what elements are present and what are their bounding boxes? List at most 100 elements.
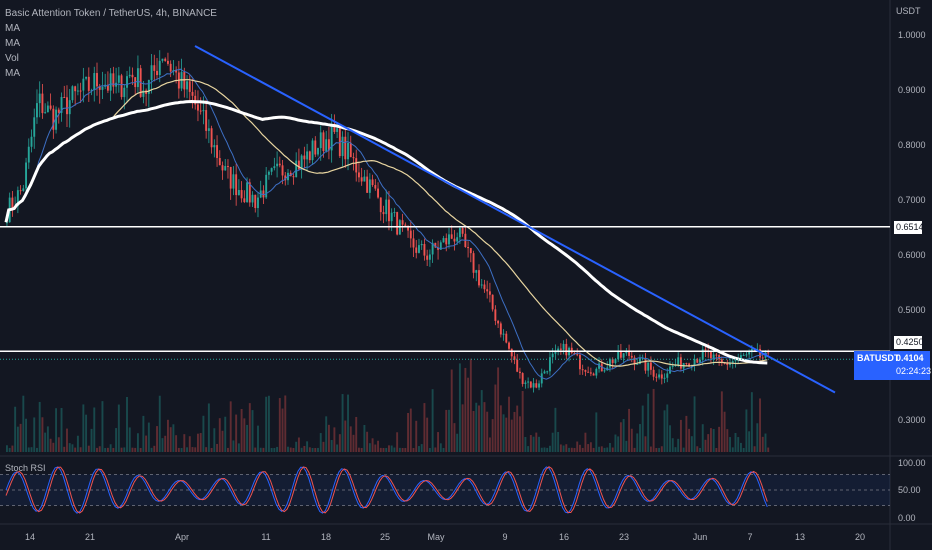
candle-body [117, 75, 120, 83]
legend-vol[interactable]: Vol [5, 53, 19, 64]
volume-bar [437, 432, 440, 452]
candle-body [243, 198, 246, 203]
volume-bar [595, 412, 598, 452]
volume-bar [390, 445, 393, 452]
candle-body [46, 105, 49, 113]
volume-bar [41, 417, 44, 452]
candle-body [240, 190, 243, 199]
volume-bar [115, 428, 118, 452]
date-tick: Jun [692, 532, 708, 542]
volume-bar [338, 434, 341, 452]
volume-bar [287, 446, 289, 452]
candle-body [366, 176, 369, 193]
volume-bar [355, 416, 358, 452]
volume-bar [385, 447, 388, 452]
volume-bar [704, 439, 707, 452]
candle-body [218, 158, 221, 166]
volume-bar [568, 447, 570, 452]
volume-bar [333, 427, 336, 452]
level-tag-lower[interactable]: 0.4250 [894, 336, 924, 349]
candle-body [306, 151, 309, 160]
candle-body [652, 369, 655, 377]
level-tag-upper[interactable]: 0.6514 [894, 221, 924, 234]
price-tick: 0.9000 [898, 85, 926, 95]
oscillator-label[interactable]: Stoch RSI [5, 463, 46, 473]
candle-body [303, 155, 306, 160]
volume-bar [295, 441, 298, 452]
legend-ma-3[interactable]: MA [5, 68, 20, 79]
date-tick: 13 [794, 532, 806, 542]
candle-body [505, 333, 508, 343]
volume-bar [278, 398, 281, 452]
volume-bar [8, 447, 11, 452]
volume-bar [71, 444, 74, 452]
volume-bar [218, 418, 221, 452]
volume-bar [27, 447, 30, 452]
date-tick: 16 [558, 532, 570, 542]
volume-bar [74, 447, 77, 452]
candle-body [25, 162, 28, 189]
volume-bar [611, 447, 614, 452]
volume-bar [22, 395, 25, 452]
candle-body [300, 155, 303, 170]
candle-body [396, 212, 399, 235]
volume-bar [669, 425, 671, 452]
volume-bar [311, 447, 314, 452]
volume-bar [592, 447, 595, 452]
volume-bar [649, 446, 652, 452]
legend-ma-1[interactable]: MA [5, 23, 20, 34]
candle-body [723, 362, 726, 364]
legend-ma-2[interactable]: MA [5, 38, 20, 49]
candle-body [388, 199, 390, 222]
candle-body [153, 65, 156, 71]
volume-bar [619, 422, 622, 452]
candle-body [175, 70, 178, 73]
volume-bar [674, 447, 677, 452]
volume-bar [464, 367, 467, 452]
volume-bar [715, 447, 718, 452]
volume-bar [636, 433, 639, 452]
volume-bar [371, 438, 374, 452]
candle-body [671, 365, 674, 367]
price-tick: 1.0000 [898, 30, 926, 40]
candle-body [734, 360, 737, 362]
volume-bar [551, 432, 554, 452]
volume-bar [357, 447, 360, 452]
volume-bar [486, 411, 489, 452]
volume-bar [720, 391, 723, 452]
volume-bar [199, 433, 202, 452]
volume-bar [423, 403, 426, 452]
volume-bar [554, 407, 557, 452]
volume-bar [221, 430, 224, 452]
candle-body [527, 381, 530, 383]
osc-tick: 100.00 [898, 458, 926, 468]
volume-bar [273, 447, 276, 452]
volume-bar [246, 424, 249, 452]
candle-body [98, 86, 101, 90]
volume-bar [685, 415, 688, 452]
candle-body [385, 199, 388, 215]
candle-body [445, 238, 448, 245]
candle-body [589, 372, 592, 374]
volume-bar [330, 440, 333, 452]
volume-bar [109, 444, 112, 452]
candle-body [524, 382, 527, 385]
volume-bar [123, 447, 126, 452]
volume-bar [382, 447, 385, 452]
price-axis-title: USDT [896, 6, 921, 16]
candle-body [603, 370, 606, 372]
volume-bar [131, 447, 134, 452]
volume-bar [415, 420, 418, 452]
volume-bar [617, 436, 620, 452]
date-tick: 9 [502, 532, 508, 542]
date-tick: 21 [84, 532, 96, 542]
candle-body [486, 289, 489, 292]
candle-body [390, 212, 393, 222]
candle-body [540, 373, 543, 384]
volume-bar [216, 443, 219, 452]
volume-bar [156, 426, 158, 452]
last-price-badge[interactable]: BATUSDT 0.4104 02:24:23 [854, 351, 931, 380]
volume-bar [483, 402, 486, 452]
candle-body [295, 160, 298, 178]
